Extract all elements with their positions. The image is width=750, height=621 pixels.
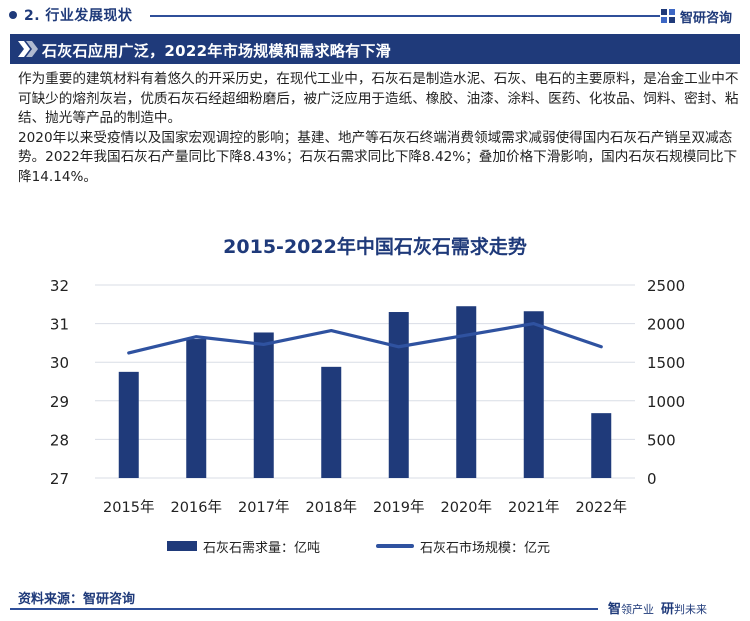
bar [456,306,477,478]
bar [321,366,342,478]
bar [118,371,139,478]
series-line [127,321,603,355]
source-note: 资料来源：智研咨询 [18,592,136,607]
logo-text: 智研咨询 [680,10,733,26]
y-right-tick-label: 2500 [647,277,685,295]
y-right-tick-label: 1000 [647,393,685,411]
chart-title: 2015-2022年中国石灰石需求走势 [223,236,527,258]
chevron-right-icon [26,41,38,57]
y-left-tick-label: 28 [50,431,69,449]
x-tick-label: 2021年 [508,499,559,516]
y-right-tick-label: 500 [647,431,676,449]
y-right-tick-label: 1500 [647,354,685,372]
combo-chart: 27 28 29 30 31 32 0 500 1000 1500 2000 2500 2015年 201… [50,277,685,516]
y-left-tick-label: 31 [50,316,69,334]
chevron-right-icon [18,41,30,57]
y-left-tick-label: 30 [50,354,69,372]
legend-label: 石灰石需求量：亿吨 [203,540,321,556]
legend-label: 石灰石市场规模：亿元 [420,540,551,556]
y-right-tick-label: 2000 [647,316,685,334]
banner-title: 石灰石应用广泛，2022年市场规模和需求略有下滑 [42,42,391,60]
x-tick-label: 2022年 [576,499,627,516]
x-tick-label: 2018年 [306,499,357,516]
y-left-tick-label: 32 [50,277,69,295]
divider [10,608,598,610]
legend-item-market-size: 石灰石市场规模：亿元 [376,537,551,556]
divider [150,15,660,17]
x-tick-label: 2017年 [238,499,289,516]
title-banner: 石灰石应用广泛，2022年市场规模和需求略有下滑 [10,34,740,64]
description-text: 作为重要的建筑材料有着悠久的开采历史，在现代工业中，石灰石是制造水泥、石灰、电石… [18,70,740,187]
x-tick-label: 2016年 [171,499,222,516]
logo-icon [661,9,675,23]
legend-swatch-line [376,544,414,548]
section-bullet-icon [9,11,17,19]
bar [591,413,612,478]
y-left-tick-label: 29 [50,393,69,411]
legend-item-demand: 石灰石需求量：亿吨 [167,537,321,556]
y-right-tick-label: 0 [647,470,657,488]
paragraph: 作为重要的建筑材料有着悠久的开采历史，在现代工业中，石灰石是制造水泥、石灰、电石… [18,71,739,126]
legend-swatch-bar [167,541,197,551]
footer-slogan: 智领产业 研判未来 [608,602,708,617]
bar [253,332,274,478]
section-heading: 2. 行业发展现状 [24,8,133,24]
bar [523,311,544,478]
bar [186,339,207,478]
x-tick-label: 2015年 [103,499,154,516]
y-left-tick-label: 27 [50,470,69,488]
brand-logo: 智研咨询 [660,6,732,26]
x-tick-label: 2020年 [441,499,492,516]
paragraph: 2020年以来受疫情以及国家宏观调控的影响；基建、地产等石灰石终端消费领域需求减… [18,129,738,185]
bar [388,312,409,478]
x-tick-label: 2019年 [373,499,424,516]
top-bar: 2. 行业发展现状 智研咨询 [0,0,750,30]
